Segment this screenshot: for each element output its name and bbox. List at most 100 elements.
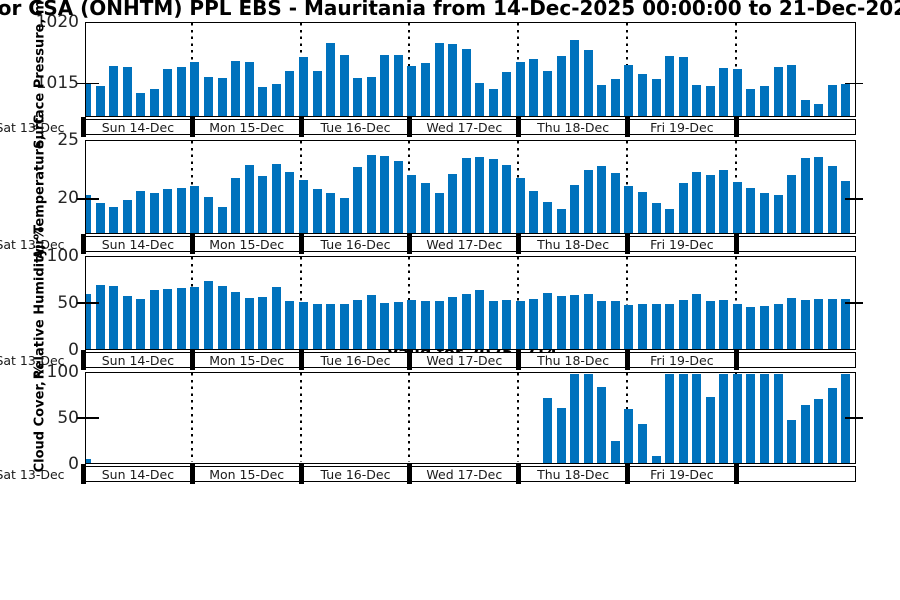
surface-pressure-bar — [407, 65, 417, 116]
day-label: Sun 14-Dec — [101, 120, 175, 135]
air-temperature-bar — [163, 188, 173, 233]
air-temperature-bar — [760, 193, 769, 233]
relative-humidity-bar — [298, 301, 308, 349]
cloud-cover-bar — [543, 398, 553, 463]
relative-humidity-bar — [163, 288, 173, 349]
surface-pressure-bar — [136, 93, 146, 116]
relative-humidity-bar — [312, 303, 322, 349]
day-label: Mon 15-Dec — [209, 467, 285, 482]
relative-humidity-bar — [827, 298, 837, 349]
cloud-cover-bar — [610, 440, 620, 463]
air-temperature-bar — [827, 165, 837, 233]
relative-humidity-bar — [678, 299, 688, 349]
air-temperature-bar — [285, 171, 295, 233]
surface-pressure-bar — [176, 67, 186, 116]
surface-pressure-bar — [448, 44, 458, 116]
day-boundary-gridline — [734, 23, 737, 115]
air-temperature-bar — [678, 182, 688, 233]
cloud-cover-bar — [556, 407, 566, 463]
relative-humidity-bar — [149, 289, 159, 349]
day-tick-mark — [407, 350, 413, 370]
relative-humidity-bar — [502, 299, 512, 349]
surface-pressure-bar — [610, 78, 620, 116]
air-temperature-bar — [543, 202, 553, 233]
air-temperature-bar — [136, 190, 146, 233]
surface-pressure-bar — [651, 78, 661, 116]
air-temperature-bar — [610, 172, 620, 233]
air-temperature-bar — [95, 203, 105, 233]
surface-pressure-bar — [773, 67, 783, 116]
air-temperature-bar — [149, 193, 159, 233]
day-boundary-gridline — [626, 257, 628, 348]
relative-humidity-bar — [488, 300, 498, 349]
day-label: Thu 18-Dec — [537, 467, 610, 482]
day-label: Thu 18-Dec — [537, 120, 610, 135]
day-boundary-gridline — [190, 373, 193, 462]
air-temperature-bar — [800, 157, 810, 233]
day-label: Mon 15-Dec — [209, 237, 285, 252]
cloud-cover-bar — [746, 374, 756, 463]
relative-humidity-bar — [705, 300, 715, 349]
surface-pressure-bar — [746, 88, 756, 116]
day-tick-mark — [189, 234, 195, 254]
air-temperature-bar — [556, 209, 566, 233]
relative-humidity-bar — [800, 299, 810, 349]
y-tick-label: 25 — [57, 129, 79, 150]
surface-pressure-plot — [85, 22, 856, 117]
cloud-cover-bar — [583, 374, 593, 463]
surface-pressure-bar — [217, 77, 227, 116]
relative-humidity-bar — [434, 300, 444, 349]
air-temperature-bar — [353, 167, 363, 233]
air-temperature-bar — [597, 165, 607, 233]
surface-pressure-bar — [163, 69, 173, 116]
relative-humidity-bar — [515, 300, 525, 349]
day-label: Tue 16-Dec — [320, 353, 391, 368]
cloud-cover-plot — [85, 372, 856, 464]
surface-pressure-bar — [380, 55, 390, 116]
relative-humidity-bar — [86, 294, 91, 349]
relative-humidity-bar — [543, 292, 553, 349]
air-temperature-bar — [244, 164, 254, 233]
air-temperature-bar — [515, 178, 525, 233]
prev-day-label: Sat 13-Dec — [0, 120, 65, 135]
relative-humidity-bar — [190, 287, 200, 349]
day-tick-mark — [625, 350, 630, 370]
air-temperature-bar — [366, 154, 376, 233]
relative-humidity-bar — [448, 297, 458, 349]
surface-pressure-bar — [570, 39, 580, 116]
day-label: Fri 19-Dec — [650, 467, 714, 482]
surface-pressure-bar — [95, 86, 105, 116]
surface-pressure-bar — [204, 76, 214, 116]
day-label: Thu 18-Dec — [537, 237, 610, 252]
y-tick-mark-right — [845, 82, 863, 85]
air-temperature-bar — [787, 175, 797, 233]
chart-title: for CSA (ONHTM) PPL EBS - Mauritania fro… — [0, 0, 900, 20]
surface-pressure-bar — [244, 62, 254, 116]
surface-pressure-bar — [366, 76, 376, 116]
surface-pressure-bar — [814, 104, 824, 116]
day-label: Fri 19-Dec — [650, 353, 714, 368]
relative-humidity-bar — [122, 296, 132, 349]
surface-pressure-bar — [434, 43, 444, 116]
cloud-cover-bar — [787, 420, 797, 463]
surface-pressure-bar — [502, 71, 512, 116]
day-label: Fri 19-Dec — [650, 120, 714, 135]
cloud-cover-bar — [651, 455, 661, 463]
air-temperature-bar — [570, 185, 580, 233]
air-temperature-bar — [421, 182, 430, 233]
air-temperature-bar — [637, 192, 647, 233]
surface-pressure-bar — [326, 43, 336, 116]
y-tick-label: 1020 — [35, 11, 79, 32]
air-temperature-bar — [176, 187, 186, 233]
day-tick-mark — [81, 350, 86, 370]
day-tick-mark — [298, 234, 304, 254]
y-tick-mark-left — [77, 82, 99, 85]
cloud-cover-bar — [827, 388, 837, 463]
day-tick-mark — [625, 234, 630, 254]
air-temperature-bar — [190, 186, 200, 233]
surface-pressure-bar — [800, 100, 810, 116]
relative-humidity-bar — [556, 296, 566, 349]
y-tick-label: 100 — [46, 245, 79, 266]
day-label: Tue 16-Dec — [320, 120, 391, 135]
relative-humidity-bar — [719, 299, 729, 349]
